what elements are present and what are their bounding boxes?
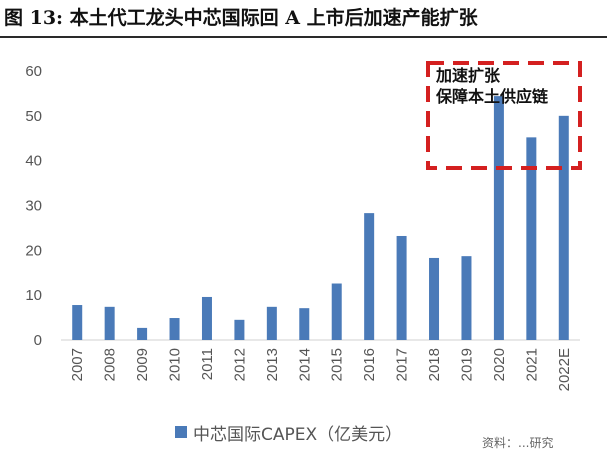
bar-2008 [104, 306, 115, 340]
annotation-text: 加速扩张 [435, 66, 501, 85]
bar-2019 [461, 256, 472, 340]
x-tick-label: 2009 [134, 348, 151, 381]
y-tick-label: 10 [25, 287, 42, 304]
bar-2011 [201, 296, 212, 340]
chart-legend: 中芯国际CAPEX（亿美元） [175, 420, 403, 445]
bar-2017 [396, 235, 407, 340]
y-tick-label: 40 [25, 153, 42, 170]
bar-2012 [234, 319, 245, 340]
x-tick-label: 2012 [231, 348, 248, 381]
bar-2014 [299, 308, 310, 340]
bar-chart: 0 10 20 30 40 50 60 2007 2008 2009 2010 2011 2012 201… [25, 61, 582, 391]
x-tick-label: 2020 [491, 348, 508, 381]
y-tick-label: 20 [25, 242, 42, 259]
source-note: 资料：...研究 [482, 436, 554, 450]
annotation-text: 保障本土供应链 [435, 87, 549, 106]
x-tick-label: 2014 [296, 348, 313, 381]
bar-2022E [558, 115, 569, 340]
legend-swatch [175, 426, 187, 438]
bar-2013 [266, 306, 277, 340]
x-tick-label: 2011 [199, 348, 216, 380]
x-tick-label: 2008 [102, 348, 119, 381]
x-tick-label: 2019 [458, 348, 475, 381]
y-tick-label: 30 [25, 198, 42, 215]
x-tick-label: 2013 [264, 348, 281, 381]
x-tick-label: 2016 [361, 348, 378, 381]
bar-2016 [364, 213, 375, 340]
x-tick-label: 2022E [556, 348, 573, 391]
bar-2021 [526, 137, 537, 340]
bar-2018 [429, 257, 440, 340]
bar-2010 [169, 318, 180, 340]
x-tick-label: 2007 [69, 348, 86, 381]
bar-2009 [137, 327, 148, 340]
legend-label: 中芯国际CAPEX（亿美元） [193, 424, 403, 445]
figure-title: 图 13: 本土代工龙头中芯国际回 A 上市后加速产能扩张 [4, 7, 478, 29]
annotation-box [426, 61, 582, 170]
y-tick-label: 0 [34, 332, 42, 349]
y-tick-label: 50 [25, 108, 42, 125]
bar-2015 [331, 283, 342, 340]
x-tick-label: 2021 [523, 348, 540, 381]
x-tick-label: 2017 [394, 348, 411, 381]
bar-2007 [72, 305, 83, 340]
x-tick-label: 2018 [426, 348, 443, 381]
y-tick-label: 60 [25, 63, 42, 80]
figure-header: 图 13: 本土代工龙头中芯国际回 A 上市后加速产能扩张 [0, 0, 607, 38]
x-tick-label: 2015 [329, 348, 346, 381]
x-tick-label: 2010 [167, 348, 184, 381]
bar-2020 [493, 96, 504, 341]
